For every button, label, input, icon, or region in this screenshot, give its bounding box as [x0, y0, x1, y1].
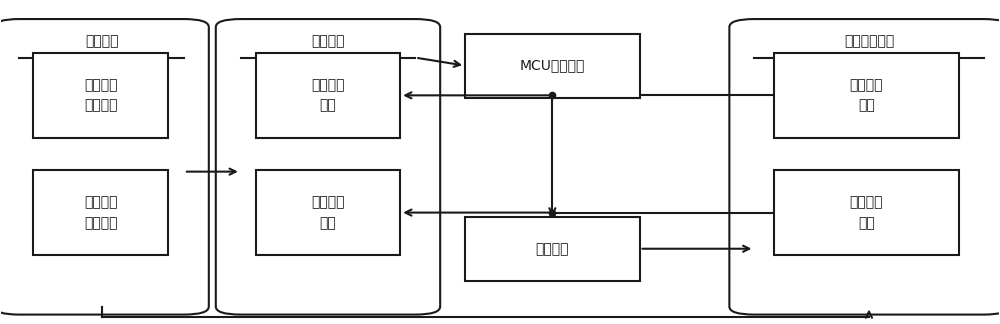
Text: MCU主控模块: MCU主控模块: [520, 59, 585, 73]
Bar: [33, 170, 168, 255]
FancyBboxPatch shape: [216, 19, 440, 315]
Text: 功率计量
单元: 功率计量 单元: [311, 78, 345, 113]
Bar: [774, 53, 959, 138]
Bar: [774, 170, 959, 255]
FancyBboxPatch shape: [0, 19, 209, 315]
Bar: [465, 33, 640, 98]
FancyBboxPatch shape: [729, 19, 1000, 315]
Bar: [465, 217, 640, 281]
Text: 三相电流
采集单元: 三相电流 采集单元: [84, 195, 117, 230]
Text: 采集模块: 采集模块: [85, 35, 118, 49]
Text: 自动纠错模块: 自动纠错模块: [844, 35, 894, 49]
Bar: [33, 53, 168, 138]
Text: 通信模块: 通信模块: [536, 242, 569, 256]
Bar: [256, 53, 400, 138]
Text: 反向纠错
单元: 反向纠错 单元: [850, 195, 883, 230]
Text: 三相电压
采集单元: 三相电压 采集单元: [84, 78, 117, 113]
Text: 错相纠错
单元: 错相纠错 单元: [850, 78, 883, 113]
Text: 计量模块: 计量模块: [311, 35, 345, 49]
Text: 电能计量
单元: 电能计量 单元: [311, 195, 345, 230]
Bar: [256, 170, 400, 255]
